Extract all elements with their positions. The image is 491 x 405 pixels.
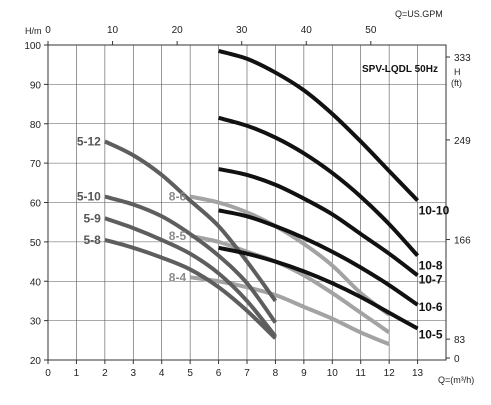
y-tick-label: 50 xyxy=(30,238,42,249)
series-10-6-line xyxy=(218,208,419,307)
top-x-tick-label: 30 xyxy=(236,25,248,36)
chart-title: SPV-LQDL 50Hz xyxy=(362,64,438,75)
series-5-9-line xyxy=(104,216,277,338)
x-tick-label: 8 xyxy=(273,368,279,379)
right-y-tick-label: 83 xyxy=(454,335,466,346)
series-10-10-label: 10-10 xyxy=(419,204,450,218)
y-tick-label: 90 xyxy=(30,80,42,91)
x-tick-label: 7 xyxy=(244,368,250,379)
series-5-12-line xyxy=(103,139,278,303)
x-tick-label: 9 xyxy=(301,368,307,379)
series-5-10-label: 5-10 xyxy=(77,190,101,204)
series-8-4-line xyxy=(189,275,390,347)
right-y-axis-title-line1: H xyxy=(454,67,461,77)
series-10-10-line xyxy=(218,48,420,202)
x-tick-label: 12 xyxy=(384,368,396,379)
y-tick-label: 80 xyxy=(30,120,42,131)
series-10-8-label: 10-8 xyxy=(419,259,443,273)
y-tick-label: 40 xyxy=(30,277,42,288)
x-tick-label: 4 xyxy=(159,368,165,379)
x-tick-label: 13 xyxy=(412,368,424,379)
x-tick-label: 2 xyxy=(102,368,108,379)
top-x-tick-label: 50 xyxy=(365,25,377,36)
x-axis-title: Q=(m³/h) xyxy=(438,375,474,385)
series-8-6-line xyxy=(189,194,391,317)
series-5-10-line xyxy=(104,194,278,324)
top-x-tick-label: 40 xyxy=(301,25,313,36)
series-8-4-label: 8-4 xyxy=(169,270,187,284)
series-5-12-label: 5-12 xyxy=(77,134,101,148)
top-x-axis-title: Q=US.GPM xyxy=(395,9,443,19)
x-tick-label: 0 xyxy=(45,368,51,379)
x-tick-label: 3 xyxy=(131,368,137,379)
y-axis-title: H/m xyxy=(25,26,42,36)
series-10-5-label: 10-5 xyxy=(419,328,443,342)
series-8-6-label: 8-6 xyxy=(169,190,187,204)
series-5-8-label: 5-8 xyxy=(84,233,102,247)
right-y-tick-label: 0 xyxy=(454,354,460,365)
right-y-tick-label: 166 xyxy=(454,236,471,247)
top-x-tick-label: 0 xyxy=(45,25,51,36)
right-y-tick-label: 249 xyxy=(454,136,471,147)
top-x-tick-label: 10 xyxy=(107,25,119,36)
y-tick-label: 100 xyxy=(24,41,41,52)
y-tick-label: 30 xyxy=(30,317,42,328)
series-10-5-line xyxy=(218,245,419,331)
series-10-8-line xyxy=(218,115,420,257)
x-tick-label: 10 xyxy=(327,368,339,379)
right-y-axis-title-line2: (ft) xyxy=(451,78,462,88)
y-tick-label: 70 xyxy=(30,159,42,170)
series-10-6-label: 10-6 xyxy=(419,300,443,314)
series-5-9-label: 5-9 xyxy=(84,211,102,225)
right-y-tick-label: 333 xyxy=(454,53,471,64)
y-tick-label: 60 xyxy=(30,199,42,210)
series-10-7-label: 10-7 xyxy=(419,272,443,286)
x-tick-label: 5 xyxy=(187,368,193,379)
x-tick-label: 6 xyxy=(216,368,222,379)
top-x-tick-label: 20 xyxy=(172,25,184,36)
x-tick-label: 11 xyxy=(356,368,367,379)
y-tick-label: 20 xyxy=(30,356,42,367)
series-10-7-line xyxy=(218,167,419,277)
x-tick-label: 1 xyxy=(74,368,80,379)
series-8-5-label: 8-5 xyxy=(169,229,187,243)
series-5-8-line xyxy=(104,237,277,340)
